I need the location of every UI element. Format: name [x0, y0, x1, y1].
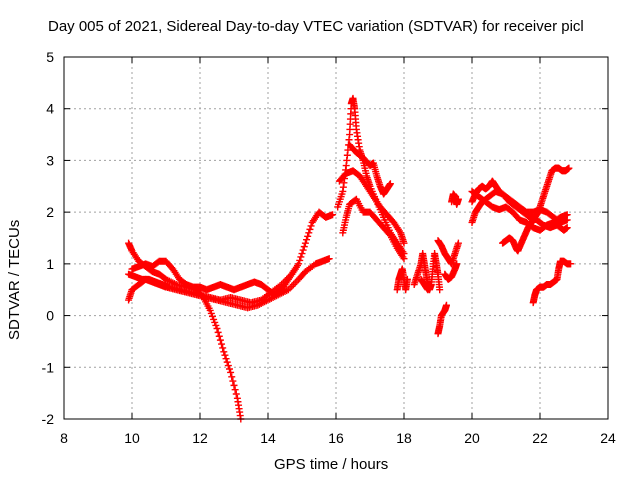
- y-tick-label: 0: [46, 308, 54, 324]
- data-point: [231, 386, 239, 394]
- data-point: [298, 250, 306, 258]
- data-point: [563, 211, 571, 219]
- x-tick-label: 20: [464, 430, 480, 446]
- data-point: [305, 229, 313, 237]
- x-tick-label: 12: [192, 430, 208, 446]
- data-point: [223, 358, 231, 366]
- data-point: [329, 211, 337, 219]
- series-track-f: [335, 167, 408, 247]
- data-point: [296, 256, 304, 264]
- data-point: [230, 381, 238, 389]
- data-point: [299, 246, 307, 254]
- data-point: [213, 325, 221, 332]
- data-point: [215, 332, 223, 340]
- plot-frame: [63, 56, 609, 420]
- y-tick-label: 2: [46, 204, 54, 220]
- x-axis-label: GPS time / hours: [274, 456, 389, 473]
- data-point: [325, 255, 333, 263]
- data-point: [300, 243, 308, 251]
- x-tick-label: 8: [60, 430, 68, 446]
- data-point: [386, 180, 394, 188]
- data-point: [288, 282, 296, 290]
- data-point: [400, 255, 408, 263]
- data-point: [567, 260, 575, 268]
- series-track-h: [346, 141, 394, 198]
- data-point: [214, 328, 222, 336]
- data-point: [436, 286, 444, 294]
- data-point: [218, 340, 226, 348]
- data-point: [454, 239, 462, 247]
- series-track-n: [441, 260, 461, 283]
- y-axis-label: SDTVAR / TECUs: [6, 219, 23, 340]
- data-point: [222, 355, 230, 363]
- series-track-d: [128, 257, 299, 299]
- y-tick-label: 4: [46, 101, 54, 117]
- data-point: [291, 279, 299, 287]
- data-point: [297, 253, 305, 261]
- y-tick-label: -2: [42, 411, 55, 427]
- data-point: [307, 222, 315, 230]
- data-point: [454, 195, 462, 203]
- data-points: [125, 94, 575, 423]
- data-point: [227, 368, 235, 376]
- x-tick-label: 16: [328, 430, 344, 446]
- y-tick-label: 1: [46, 256, 54, 272]
- data-point: [220, 348, 228, 356]
- y-tick-label: 5: [46, 49, 54, 65]
- x-tick-label: 10: [124, 430, 140, 446]
- y-tick-label: -1: [42, 359, 55, 375]
- data-point: [291, 265, 299, 273]
- x-axis-ticks: 8 10 12 14 16 18 20 22 24: [60, 57, 616, 446]
- data-point: [224, 362, 232, 370]
- data-point: [403, 275, 411, 283]
- data-point: [290, 281, 297, 289]
- data-point: [225, 365, 233, 373]
- x-tick-label: 22: [532, 430, 548, 446]
- x-tick-label: 24: [600, 430, 616, 446]
- series-track-i: [393, 265, 411, 294]
- series-track-o: [448, 190, 462, 208]
- x-tick-label: 18: [396, 430, 412, 446]
- data-point: [295, 260, 303, 268]
- data-point: [228, 373, 236, 381]
- series-track-l: [434, 237, 462, 268]
- series-track-q: [468, 187, 571, 234]
- data-point: [563, 224, 571, 232]
- data-point: [303, 236, 311, 244]
- x-tick-label: 14: [260, 430, 276, 446]
- series-track-m: [434, 301, 450, 338]
- data-point: [565, 164, 573, 172]
- data-point: [221, 351, 229, 359]
- series-track-g: [339, 195, 408, 263]
- data-point: [453, 260, 461, 268]
- data-point: [304, 232, 312, 240]
- data-point: [229, 377, 237, 385]
- data-point: [301, 239, 309, 247]
- data-point: [219, 344, 227, 352]
- y-axis-ticks: -2 -1 0 1 2 3 4 5: [42, 49, 608, 427]
- data-point: [443, 301, 450, 309]
- data-point: [400, 239, 408, 247]
- data-point: [232, 390, 240, 398]
- chart-title: Day 005 of 2021, Sidereal Day-to-day VTE…: [48, 18, 584, 35]
- y-tick-label: 3: [46, 152, 54, 168]
- data-point: [216, 336, 224, 344]
- series-track-k: [417, 250, 444, 294]
- series-track-s: [499, 164, 573, 255]
- data-point: [306, 225, 314, 233]
- series-track-t: [529, 257, 575, 307]
